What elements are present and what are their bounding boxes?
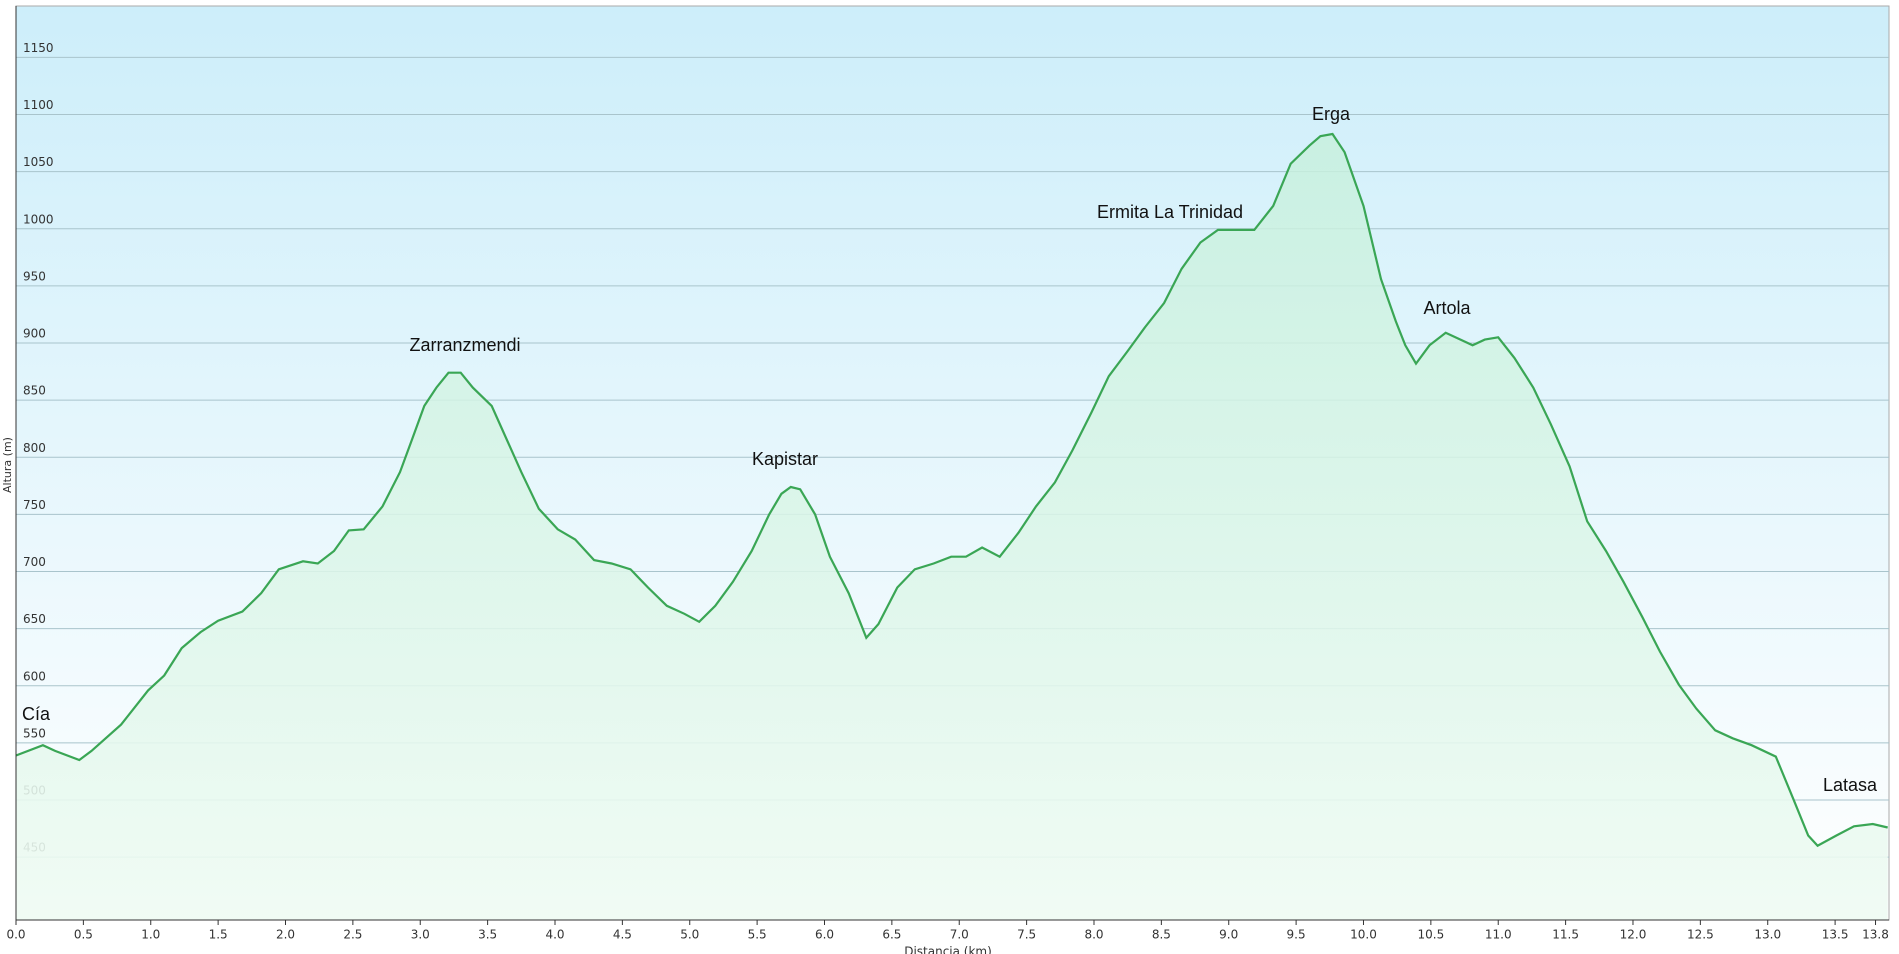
x-tick-label: 10.0 xyxy=(1350,928,1377,942)
y-tick-label: 650 xyxy=(23,612,46,626)
peak-label: Ermita La Trinidad xyxy=(1097,202,1243,222)
x-tick-label: 1.0 xyxy=(141,928,160,942)
y-tick-label: 950 xyxy=(23,269,46,283)
x-tick-label: 11.5 xyxy=(1552,928,1579,942)
x-axis-title: Distancia (km) xyxy=(904,945,992,954)
x-tick-label: 3.5 xyxy=(478,928,497,942)
y-tick-label: 900 xyxy=(23,327,46,341)
x-tick-label: 8.0 xyxy=(1084,928,1103,942)
y-axis-title: Altura (m) xyxy=(1,437,14,493)
x-tick-label: 11.0 xyxy=(1485,928,1512,942)
peak-label: Latasa xyxy=(1823,775,1878,795)
area-fill xyxy=(16,134,1888,920)
y-tick-label: 600 xyxy=(23,669,46,683)
y-tick-label: 800 xyxy=(23,441,46,455)
peak-label: Erga xyxy=(1312,104,1351,124)
x-tick-label: 7.0 xyxy=(950,928,969,942)
x-tick-label: 13.8 xyxy=(1862,928,1889,942)
y-tick-label: 550 xyxy=(23,726,46,740)
y-tick-label: 1150 xyxy=(23,41,54,55)
x-tick-label: 12.0 xyxy=(1620,928,1647,942)
x-tick-label: 4.5 xyxy=(613,928,632,942)
y-tick-label: 1050 xyxy=(23,155,54,169)
peak-label: Artola xyxy=(1423,298,1471,318)
y-tick-label: 1000 xyxy=(23,212,54,226)
x-tick-label: 1.5 xyxy=(209,928,228,942)
x-tick-label: 5.0 xyxy=(680,928,699,942)
x-tick-label: 0.5 xyxy=(74,928,93,942)
x-tick-label: 8.5 xyxy=(1152,928,1171,942)
y-tick-label: 700 xyxy=(23,555,46,569)
x-tick-label: 13.5 xyxy=(1822,928,1849,942)
x-tick-label: 2.5 xyxy=(343,928,362,942)
peak-label: Cía xyxy=(22,704,51,724)
x-tick-label: 0.0 xyxy=(6,928,25,942)
y-tick-label: 850 xyxy=(23,384,46,398)
x-tick-label: 6.0 xyxy=(815,928,834,942)
x-tick-label: 6.5 xyxy=(882,928,901,942)
x-tick-label: 9.0 xyxy=(1219,928,1238,942)
peak-label: Kapistar xyxy=(752,449,818,469)
x-tick-label: 9.5 xyxy=(1287,928,1306,942)
x-tick-label: 10.5 xyxy=(1417,928,1444,942)
x-tick-label: 2.0 xyxy=(276,928,295,942)
x-tick-label: 3.0 xyxy=(411,928,430,942)
y-tick-label: 1100 xyxy=(23,98,54,112)
x-tick-label: 13.0 xyxy=(1754,928,1781,942)
x-tick-label: 5.5 xyxy=(748,928,767,942)
x-tick-label: 7.5 xyxy=(1017,928,1036,942)
x-tick-label: 4.0 xyxy=(545,928,564,942)
profile-line xyxy=(15,132,1888,848)
x-tick-label: 12.5 xyxy=(1687,928,1714,942)
peak-label: Zarranzmendi xyxy=(409,335,520,355)
y-tick-label: 750 xyxy=(23,498,46,512)
